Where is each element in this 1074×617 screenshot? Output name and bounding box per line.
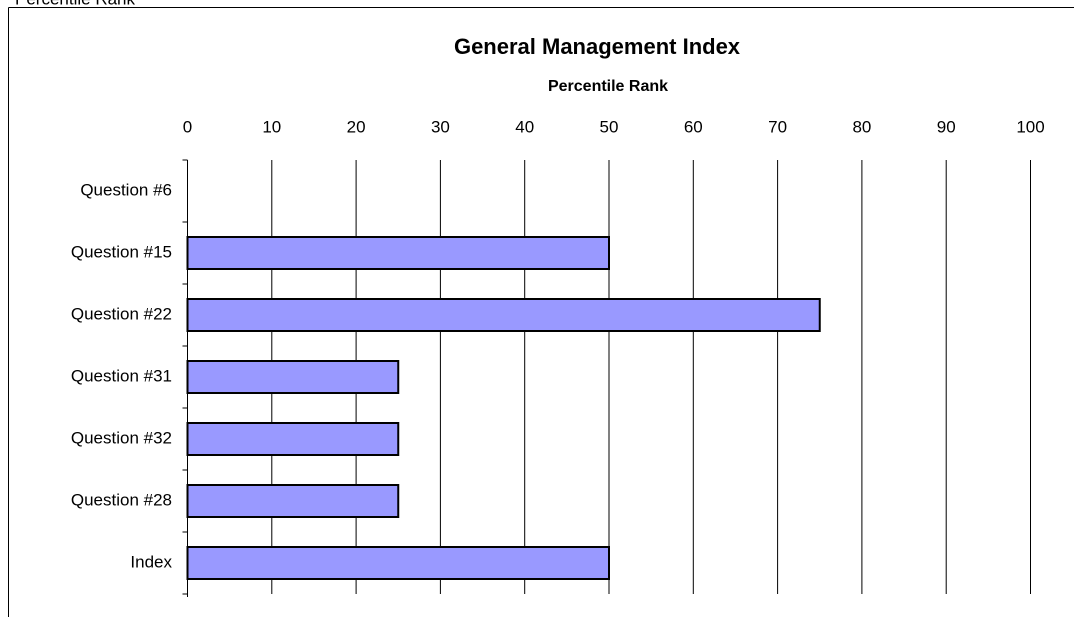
bar — [186, 546, 610, 580]
x-tick-label: 50 — [600, 117, 619, 136]
y-tick-label: Question #15 — [71, 242, 172, 261]
y-tick-label: Question #22 — [71, 304, 172, 323]
bar — [186, 298, 821, 332]
axis-title: Percentile Rank — [548, 78, 668, 95]
x-tick-label: 10 — [262, 117, 281, 136]
x-tick-label: 70 — [768, 117, 787, 136]
x-tick-label: 60 — [684, 117, 703, 136]
y-tick-label: Question #28 — [71, 490, 172, 509]
x-tick-label: 40 — [515, 117, 534, 136]
y-tick-label: Question #6 — [80, 180, 172, 199]
x-tick-label: 100 — [1016, 117, 1044, 136]
x-tick-label: 30 — [431, 117, 450, 136]
bar — [186, 484, 400, 518]
x-tick-label: 90 — [937, 117, 956, 136]
bar — [186, 422, 400, 456]
y-tick-label: Question #31 — [71, 366, 172, 385]
y-tick-label: Index — [130, 552, 172, 571]
x-tick-label: 80 — [852, 117, 871, 136]
x-tick-label: 20 — [347, 117, 366, 136]
x-tick-label: 0 — [183, 117, 192, 136]
bar — [186, 360, 400, 394]
y-tick-label: Question #32 — [71, 428, 172, 447]
chart-title: General Management Index — [454, 34, 741, 59]
caption: Percentile Rank — [15, 0, 136, 8]
bar — [186, 236, 610, 270]
